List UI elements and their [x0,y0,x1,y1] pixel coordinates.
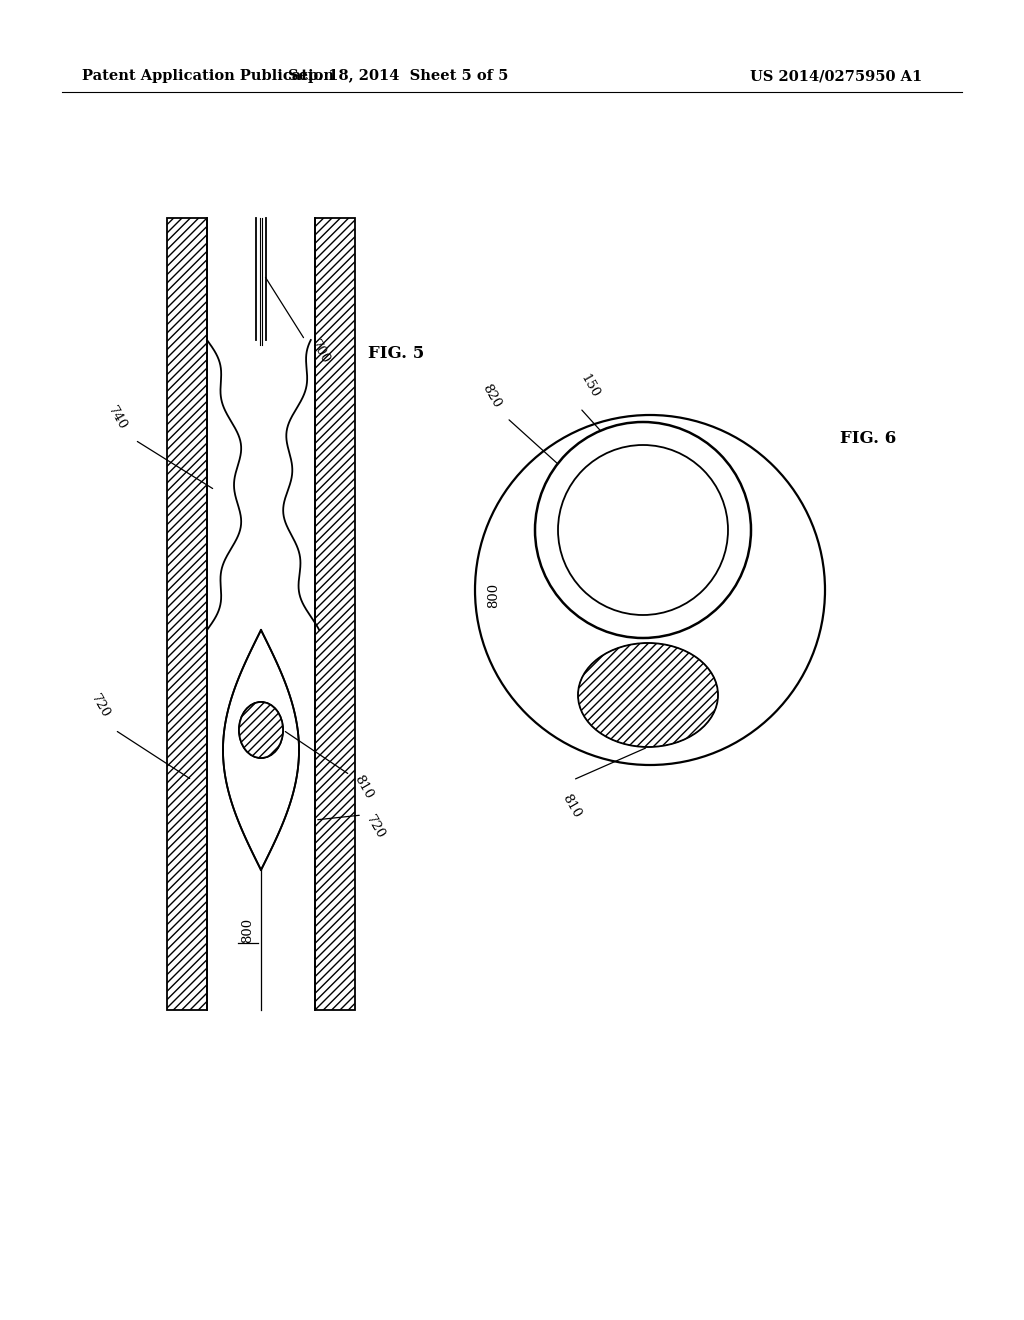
Bar [167,218,207,1010]
Ellipse shape [239,702,283,758]
Text: Patent Application Publication: Patent Application Publication [82,69,334,83]
Polygon shape [223,630,299,870]
Text: 720: 720 [362,813,387,841]
Circle shape [558,445,728,615]
Text: 820: 820 [480,381,504,411]
Text: 740: 740 [105,404,129,432]
Ellipse shape [578,643,718,747]
Text: Sep. 18, 2014  Sheet 5 of 5: Sep. 18, 2014 Sheet 5 of 5 [288,69,508,83]
Circle shape [475,414,825,766]
Text: 810: 810 [560,792,584,820]
Text: 700: 700 [308,338,332,367]
Ellipse shape [239,702,283,758]
Text: 720: 720 [88,692,112,719]
Text: 800: 800 [242,917,255,942]
Bar [315,218,355,1010]
Text: 150: 150 [578,372,602,400]
Text: FIG. 6: FIG. 6 [840,430,896,447]
Text: FIG. 5: FIG. 5 [368,345,424,362]
Text: 800: 800 [487,582,500,607]
Text: US 2014/0275950 A1: US 2014/0275950 A1 [750,69,923,83]
Circle shape [535,422,751,638]
Text: 810: 810 [352,774,376,801]
